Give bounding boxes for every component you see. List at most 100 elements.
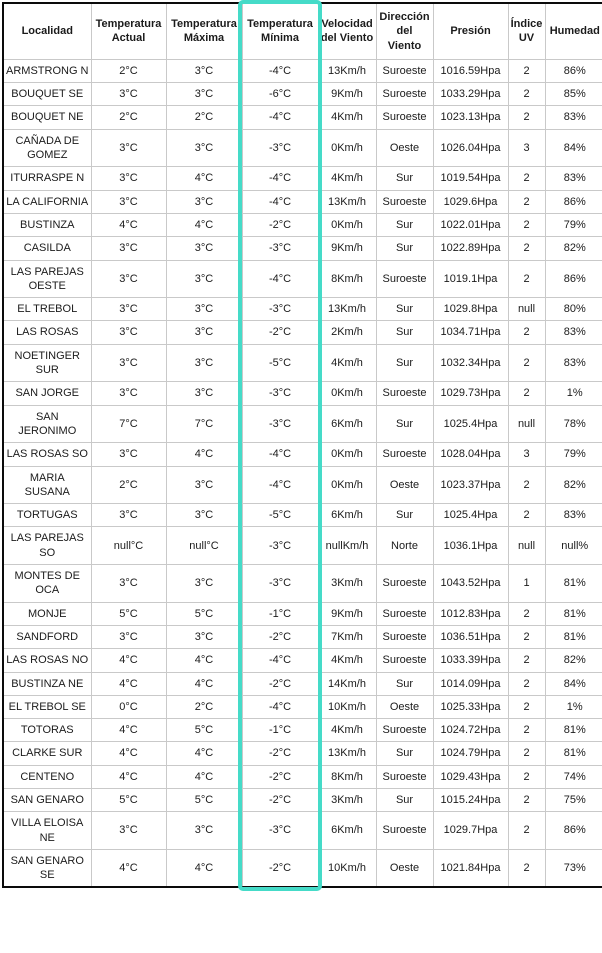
value-cell: 13Km/h <box>317 58 377 84</box>
value-cell: 3°C <box>90 166 167 191</box>
value-cell: 2 <box>507 465 546 505</box>
value-cell: 1024.72Hpa <box>432 718 509 743</box>
value-cell: 1025.4Hpa <box>432 404 509 444</box>
value-cell: 2 <box>507 58 546 84</box>
value-cell: 3°C <box>165 343 243 383</box>
value-cell: -3°C <box>241 404 319 444</box>
value-cell: -2°C <box>241 671 319 696</box>
value-cell: 3°C <box>165 381 243 406</box>
value-cell: 1016.59Hpa <box>432 58 509 84</box>
table-row: CAÑADA DE GOMEZ 3°C 3°C -3°C 0Km/h Oeste 1026.… <box>2 128 602 168</box>
value-cell: 2 <box>507 811 546 850</box>
table-row: BOUQUET SE 3°C 3°C -6°C 9Km/h Suroeste 1033.29… <box>2 82 602 107</box>
locality-cell: SANDFORD <box>2 624 92 650</box>
value-cell: 13Km/h <box>317 741 377 766</box>
value-cell: Sur <box>375 236 434 261</box>
value-cell: 4°C <box>165 648 243 673</box>
value-cell: 1036.51Hpa <box>432 624 509 650</box>
value-cell: -3°C <box>241 811 319 850</box>
value-cell: 1% <box>544 381 602 406</box>
locality-cell: MONJE <box>2 601 92 626</box>
value-cell: 1043.52Hpa <box>432 564 509 603</box>
value-cell: 3°C <box>90 381 167 406</box>
locality-cell: LAS ROSAS NO <box>2 648 92 673</box>
value-cell: 9Km/h <box>317 82 377 107</box>
value-cell: 1023.37Hpa <box>432 465 509 505</box>
locality-cell: EL TREBOL SE <box>2 694 92 720</box>
value-cell: 4°C <box>90 718 167 743</box>
value-cell: Suroeste <box>375 105 434 130</box>
value-cell: 1032.34Hpa <box>432 343 509 383</box>
value-cell: -2°C <box>241 320 319 345</box>
value-cell: 3°C <box>165 503 243 528</box>
table-row: SAN JERONIMO 7°C 7°C -3°C 6Km/h Sur 1025.4Hpa n… <box>2 404 602 444</box>
value-cell: 4°C <box>90 648 167 673</box>
value-cell: 3°C <box>165 82 243 107</box>
value-cell: Sur <box>375 212 434 238</box>
value-cell: Suroeste <box>375 189 434 214</box>
table-row: SAN GENARO 5°C 5°C -2°C 3Km/h Sur 1015.24Hpa 2 7… <box>2 787 602 813</box>
value-cell: 0Km/h <box>317 381 377 406</box>
value-cell: 81% <box>544 601 602 626</box>
table-row: SAN JORGE 3°C 3°C -3°C 0Km/h Suroeste 1029.73H… <box>2 381 602 406</box>
value-cell: Sur <box>375 503 434 528</box>
value-cell: 9Km/h <box>317 236 377 261</box>
value-cell: 10Km/h <box>317 694 377 720</box>
locality-cell: LAS ROSAS SO <box>2 442 92 467</box>
table-row: CENTENO 4°C 4°C -2°C 8Km/h Suroeste 1029.43Hpa… <box>2 764 602 789</box>
value-cell: 86% <box>544 189 602 214</box>
value-cell: 2°C <box>90 105 167 130</box>
value-cell: Oeste <box>375 694 434 720</box>
header-row: Localidad Temperatura Actual Temperatura M… <box>2 2 602 60</box>
locality-cell: NOETINGER SUR <box>2 343 92 383</box>
value-cell: Suroeste <box>375 82 434 107</box>
value-cell: 8Km/h <box>317 259 377 299</box>
value-cell: -4°C <box>241 166 319 191</box>
table-row: CASILDA 3°C 3°C -3°C 9Km/h Sur 1022.89Hpa 2 82% <box>2 236 602 261</box>
value-cell: 3Km/h <box>317 564 377 603</box>
value-cell: 1029.8Hpa <box>432 297 509 322</box>
value-cell: 3°C <box>90 811 167 850</box>
value-cell: 86% <box>544 811 602 850</box>
value-cell: 7°C <box>90 404 167 444</box>
table-body: ARMSTRONG N 2°C 3°C -4°C 13Km/h Suroeste 1016.… <box>2 58 602 888</box>
weather-table: Localidad Temperatura Actual Temperatura M… <box>2 2 602 889</box>
locality-cell: LAS PAREJAS SO <box>2 526 92 566</box>
value-cell: 3°C <box>90 320 167 345</box>
value-cell: 73% <box>544 848 602 888</box>
value-cell: nullKm/h <box>317 526 377 566</box>
value-cell: Suroeste <box>375 58 434 84</box>
value-cell: 75% <box>544 787 602 813</box>
value-cell: Sur <box>375 343 434 383</box>
value-cell: 1033.39Hpa <box>432 648 509 673</box>
value-cell: -2°C <box>241 764 319 789</box>
value-cell: 6Km/h <box>317 404 377 444</box>
value-cell: 81% <box>544 741 602 766</box>
value-cell: 4°C <box>165 671 243 696</box>
value-cell: 5°C <box>165 718 243 743</box>
value-cell: 1033.29Hpa <box>432 82 509 107</box>
value-cell: null% <box>544 526 602 566</box>
weather-table-wrapper: Localidad Temperatura Actual Temperatura M… <box>2 0 602 892</box>
value-cell: 13Km/h <box>317 297 377 322</box>
value-cell: 3°C <box>90 82 167 107</box>
value-cell: 2°C <box>165 105 243 130</box>
value-cell: 1014.09Hpa <box>432 671 509 696</box>
value-cell: 7°C <box>165 404 243 444</box>
table-row: MONJE 5°C 5°C -1°C 9Km/h Suroeste 1012.83Hpa 2 8… <box>2 601 602 626</box>
value-cell: 4Km/h <box>317 718 377 743</box>
value-cell: -1°C <box>241 718 319 743</box>
value-cell: 10Km/h <box>317 848 377 888</box>
value-cell: -6°C <box>241 82 319 107</box>
value-cell: 4°C <box>90 764 167 789</box>
value-cell: 3°C <box>90 128 167 168</box>
value-cell: 78% <box>544 404 602 444</box>
locality-cell: BUSTINZA <box>2 212 92 238</box>
value-cell: -2°C <box>241 624 319 650</box>
value-cell: 82% <box>544 236 602 261</box>
locality-cell: LA CALIFORNIA <box>2 189 92 214</box>
value-cell: -3°C <box>241 564 319 603</box>
value-cell: 2 <box>507 787 546 813</box>
value-cell: 2°C <box>90 465 167 505</box>
value-cell: -4°C <box>241 259 319 299</box>
